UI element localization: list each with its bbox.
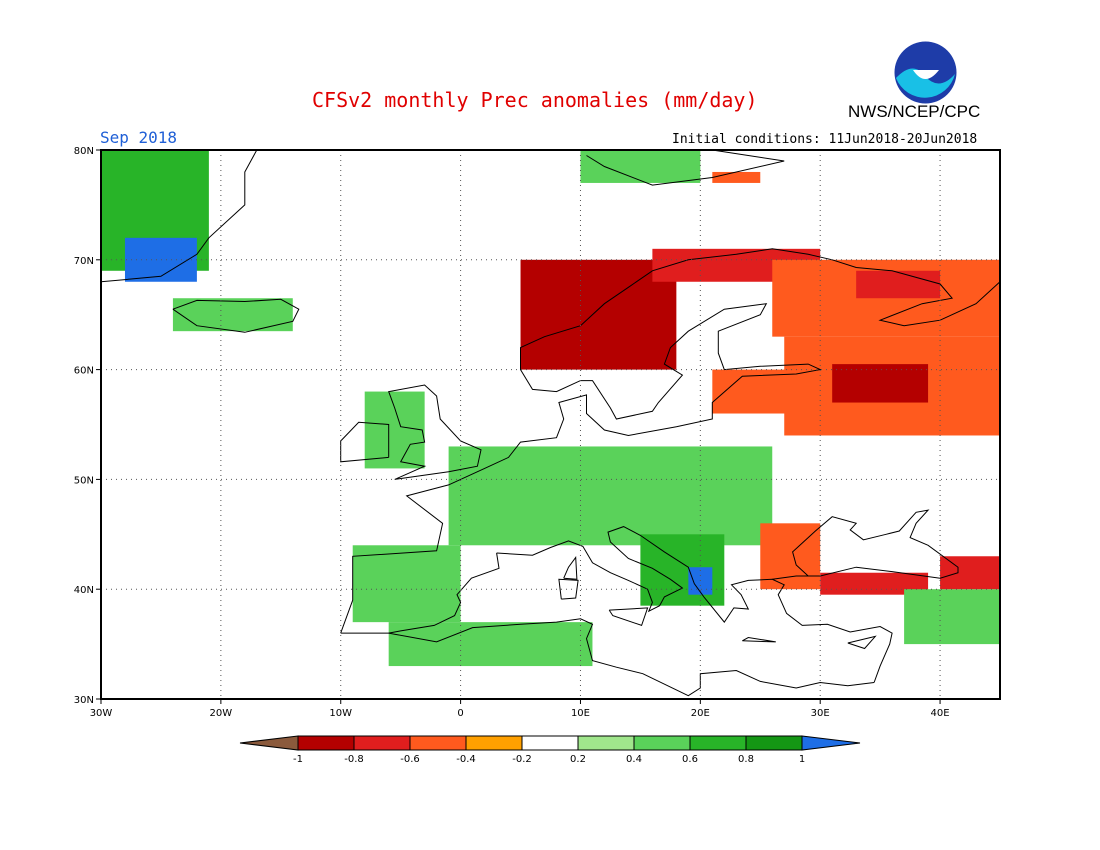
colorbar-label: -0.4 bbox=[456, 754, 476, 765]
lon-tick-label: 10W bbox=[329, 708, 352, 719]
colorbar-label: -0.2 bbox=[512, 754, 532, 765]
lat-tick-label: 50N bbox=[74, 475, 94, 486]
colorbar-label: 1 bbox=[799, 754, 805, 765]
colorbar-label: 0.4 bbox=[626, 754, 642, 765]
anomaly-region bbox=[364, 391, 425, 469]
lon-tick-label: 30W bbox=[90, 708, 113, 719]
lon-tick-label: 20W bbox=[210, 708, 233, 719]
lat-tick-label: 80N bbox=[74, 146, 94, 157]
colorbar-label: 0.6 bbox=[682, 754, 698, 765]
anomaly-region bbox=[856, 270, 941, 299]
anomaly-region bbox=[712, 171, 761, 183]
target-month: Sep 2018 bbox=[100, 128, 178, 147]
lat-tick-label: 40N bbox=[74, 585, 94, 596]
anomaly-region bbox=[520, 259, 677, 370]
lon-tick-label: 40E bbox=[931, 708, 950, 719]
lon-tick-label: 0 bbox=[457, 708, 463, 719]
lat-tick-label: 70N bbox=[74, 256, 94, 267]
initial-conditions: Initial conditions: 11Jun2018-20Jun2018 bbox=[672, 132, 978, 147]
coastlines bbox=[100, 149, 1001, 697]
colorbar: -1 -0.8 -0.6 -0.4 -0.2 0.2 0.4 0.6 0.8 1 bbox=[239, 735, 861, 765]
anomaly-region bbox=[388, 622, 593, 667]
colorbar-label: 0.8 bbox=[738, 754, 754, 765]
anomaly-field bbox=[101, 150, 1000, 667]
axis-labels: 80N 70N 60N 50N 40N 30N 30W 20W 10W 0 10E 20E 30E 40E bbox=[74, 146, 950, 719]
colorbar-label: -0.8 bbox=[344, 754, 364, 765]
anomaly-region bbox=[904, 589, 1000, 645]
colorbar-label: -1 bbox=[293, 754, 303, 765]
map-frame bbox=[100, 149, 1001, 700]
lat-tick-label: 30N bbox=[74, 695, 94, 706]
colorbar-label: -0.6 bbox=[400, 754, 420, 765]
lon-tick-label: 30E bbox=[811, 708, 830, 719]
agency-label: NWS/NCEP/CPC bbox=[848, 102, 981, 121]
lon-tick-label: 10E bbox=[571, 708, 590, 719]
colorbar-label: 0.2 bbox=[570, 754, 586, 765]
anomaly-region bbox=[712, 369, 821, 414]
lat-tick-label: 60N bbox=[74, 366, 94, 377]
map-title: CFSv2 monthly Prec anomalies (mm/day) bbox=[312, 88, 758, 112]
anomaly-region bbox=[448, 446, 773, 546]
anomaly-region bbox=[832, 364, 929, 403]
lon-tick-label: 20E bbox=[691, 708, 710, 719]
anomaly-region bbox=[580, 150, 701, 183]
noaa-logo bbox=[894, 41, 957, 104]
anomaly-region bbox=[172, 298, 293, 332]
anomaly-region bbox=[352, 545, 461, 623]
anomaly-region bbox=[760, 523, 821, 590]
